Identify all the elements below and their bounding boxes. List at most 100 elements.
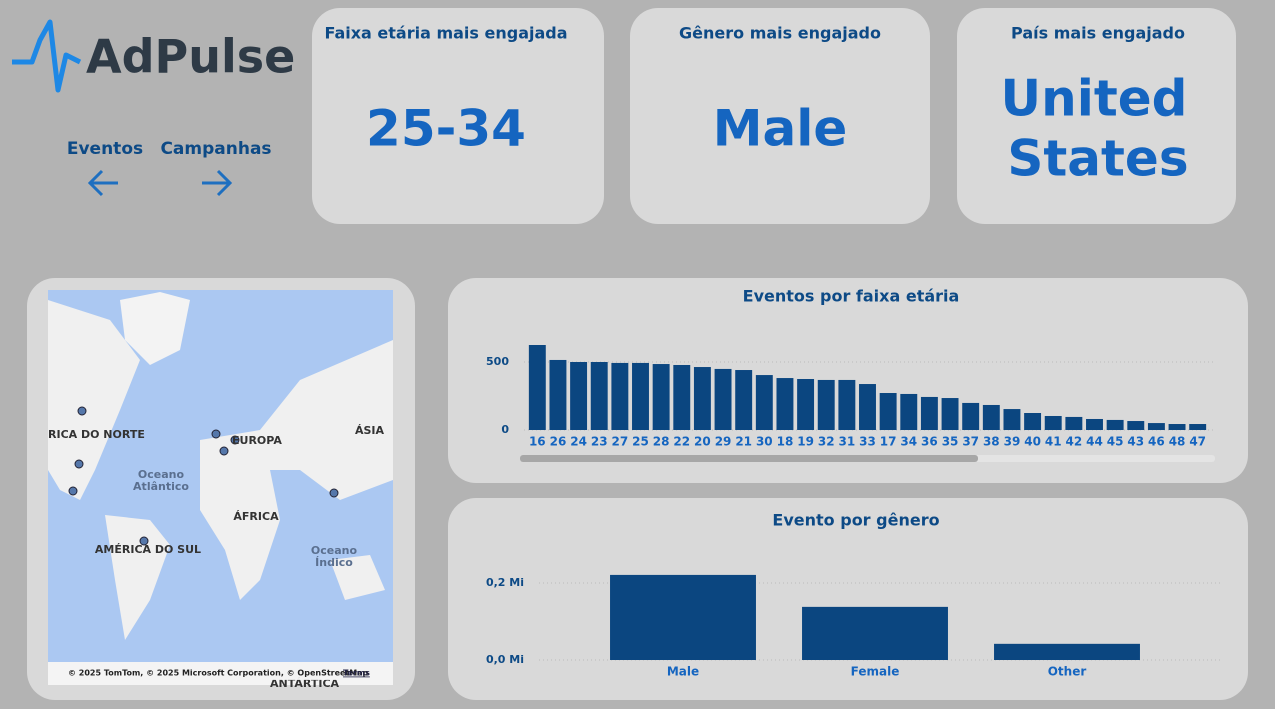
x-tick-label: 44 — [1086, 435, 1103, 449]
bar — [673, 364, 691, 430]
map-label: ÁFRICA — [233, 510, 279, 523]
bar — [693, 367, 711, 430]
x-tick-label: 45 — [1107, 435, 1124, 449]
map-attribution: © 2025 TomTom, © 2025 Microsoft Corporat… — [68, 669, 369, 678]
x-tick-label: 19 — [797, 435, 814, 449]
bar — [1044, 415, 1062, 430]
map-point[interactable] — [329, 488, 339, 498]
bar — [1168, 424, 1186, 430]
map-point[interactable] — [68, 486, 78, 496]
bar — [994, 643, 1140, 660]
x-tick-label: 46 — [1148, 435, 1165, 449]
bar — [590, 362, 608, 430]
map-point[interactable] — [139, 536, 149, 546]
bar — [797, 379, 815, 430]
logo-icon — [12, 19, 82, 93]
bar — [859, 384, 876, 430]
map-point[interactable] — [230, 435, 240, 445]
x-tick-label: 32 — [818, 435, 835, 449]
x-tick-label: 29 — [715, 435, 732, 449]
map-label: ANTÁRTICA — [270, 677, 340, 690]
bar — [920, 396, 938, 430]
x-tick-label: 23 — [591, 435, 608, 449]
map: RICA DO NORTE EUROPA ÁSIA Oceano Atlânti… — [48, 290, 393, 690]
bar — [1086, 418, 1103, 430]
bar — [735, 370, 753, 430]
x-tick-label: 48 — [1169, 435, 1186, 449]
chart-title: Eventos por faixa etária — [743, 287, 960, 306]
map-label: Índico — [315, 556, 353, 569]
map-point[interactable] — [211, 429, 221, 439]
kpi-card — [312, 8, 604, 224]
bar — [1065, 416, 1083, 430]
x-tick-label: 16 — [529, 435, 546, 449]
x-tick-label: Male — [667, 665, 699, 679]
map-label: Oceano — [138, 468, 185, 481]
bar — [941, 398, 959, 430]
nav-arrow-right[interactable] — [202, 169, 233, 197]
x-tick-label: Other — [1048, 665, 1087, 679]
chart-title: Evento por gênero — [772, 511, 939, 530]
kpi-value: United — [1001, 70, 1188, 128]
x-tick-label: 25 — [632, 435, 649, 449]
x-tick-label: 42 — [1066, 435, 1083, 449]
bar — [611, 362, 629, 430]
nav-label[interactable]: Campanhas — [160, 139, 271, 159]
x-tick-label: 37 — [962, 435, 979, 449]
bar — [755, 375, 773, 430]
x-tick-label: 39 — [1004, 435, 1021, 449]
y-tick-label: 0,0 Mi — [486, 653, 524, 666]
bar — [714, 368, 732, 430]
bar — [817, 379, 835, 430]
map-label: AMÉRICA DO SUL — [95, 543, 201, 556]
x-tick-label: 17 — [880, 435, 897, 449]
bar — [1189, 424, 1207, 430]
bar — [900, 393, 918, 430]
map-land — [48, 300, 140, 500]
map-point[interactable] — [219, 446, 229, 456]
nav-label[interactable]: Eventos — [67, 139, 143, 159]
map-attribution-bg — [48, 666, 393, 680]
x-tick-label: 26 — [550, 435, 567, 449]
bar — [802, 606, 948, 660]
kpi-value: 25-34 — [366, 100, 526, 158]
x-tick-label: 33 — [859, 435, 876, 449]
map-label: RICA DO NORTE — [48, 428, 145, 441]
x-tick-label: 27 — [612, 435, 629, 449]
x-tick-label: Female — [851, 665, 900, 679]
logo-text: AdPulse — [86, 30, 295, 84]
kpi-value: States — [1007, 130, 1188, 188]
x-tick-label: 21 — [735, 435, 752, 449]
x-tick-label: 28 — [653, 435, 670, 449]
map-label: Atlântico — [133, 480, 189, 493]
map-label: Oceano — [311, 544, 358, 557]
bar — [549, 359, 567, 430]
bar — [610, 574, 756, 660]
bar — [776, 378, 794, 430]
kpi-card — [957, 8, 1236, 224]
map-point[interactable] — [77, 406, 87, 416]
nav-arrow-left[interactable] — [87, 169, 118, 197]
scrollbar-thumb[interactable] — [520, 455, 978, 462]
map-land — [120, 292, 190, 365]
bar — [1024, 413, 1042, 430]
map-land — [105, 515, 170, 640]
x-tick-label: 38 — [983, 435, 1000, 449]
y-tick-label: 500 — [486, 355, 509, 368]
map-point[interactable] — [74, 459, 84, 469]
bar — [982, 404, 1000, 430]
x-tick-label: 40 — [1024, 435, 1041, 449]
bar — [962, 402, 980, 430]
x-tick-label: 22 — [673, 435, 690, 449]
bar — [838, 379, 856, 430]
bar — [528, 345, 546, 430]
kpi-value: Male — [713, 100, 848, 158]
y-tick-label: 0,2 Mi — [486, 576, 524, 589]
map-terms[interactable]: Terms — [343, 669, 370, 678]
x-tick-label: 41 — [1045, 435, 1062, 449]
bar — [1003, 409, 1021, 430]
x-tick-label: 34 — [900, 435, 917, 449]
bar — [879, 393, 897, 430]
